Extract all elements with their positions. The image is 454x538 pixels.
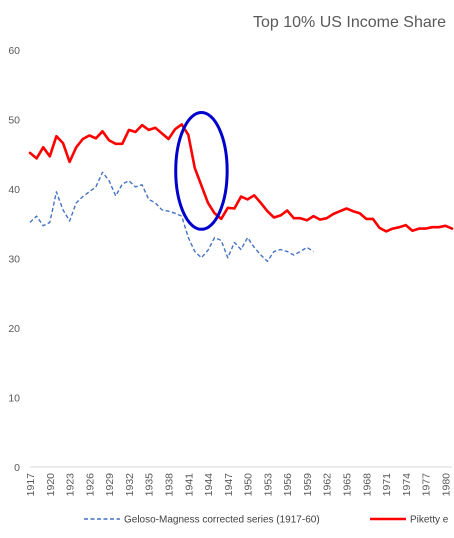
x-tick-label: 1941	[183, 473, 195, 497]
series-line-1	[29, 171, 314, 262]
series-layer	[28, 123, 454, 262]
x-tick-label: 1962	[322, 473, 334, 497]
x-tick-label: 1971	[381, 473, 393, 497]
chart-title: Top 10% US Income Share	[253, 14, 446, 31]
x-tick-label: 1965	[342, 473, 354, 497]
legend: Geloso-Magness corrected series (1917-60…	[84, 515, 449, 526]
legend-label-1: Geloso-Magness corrected series (1917-60…	[124, 515, 320, 526]
x-tick-label: 1932	[124, 473, 136, 497]
y-tick-label: 40	[8, 184, 20, 196]
x-tick-label: 1935	[144, 473, 156, 497]
y-tick-label: 30	[8, 254, 20, 266]
x-tick-label: 1938	[163, 473, 175, 497]
x-axis: 1917 1920 1923 1926 1929 1932 1935 1938 1941 1944…	[25, 473, 452, 497]
legend-label-2: Piketty e	[410, 515, 449, 526]
x-tick-label: 1917	[25, 473, 37, 497]
x-tick-label: 1950	[243, 473, 255, 497]
highlight-ellipse	[174, 111, 229, 231]
x-tick-label: 1944	[203, 473, 215, 497]
y-tick-label: 20	[8, 323, 20, 335]
x-tick-label: 1974	[401, 473, 413, 497]
y-tick-label: 10	[8, 393, 20, 405]
x-tick-label: 1920	[45, 473, 57, 497]
x-tick-label: 1923	[65, 473, 77, 497]
y-tick-label: 0	[14, 462, 20, 474]
y-axis: 0 10 20 30 40 50 60	[8, 45, 20, 474]
series-line-2	[28, 123, 454, 233]
x-tick-label: 1980	[440, 473, 452, 497]
x-tick-label: 1926	[84, 473, 96, 497]
x-tick-label: 1947	[223, 473, 235, 497]
x-tick-label: 1956	[282, 473, 294, 497]
annotation-layer	[174, 111, 229, 231]
x-tick-label: 1929	[104, 473, 116, 497]
x-tick-label: 1968	[361, 473, 373, 497]
x-tick-label: 1959	[302, 473, 314, 497]
y-tick-label: 60	[8, 45, 20, 57]
x-tick-label: 1953	[262, 473, 274, 497]
x-tick-label: 1977	[421, 473, 433, 497]
y-tick-label: 50	[8, 115, 20, 127]
